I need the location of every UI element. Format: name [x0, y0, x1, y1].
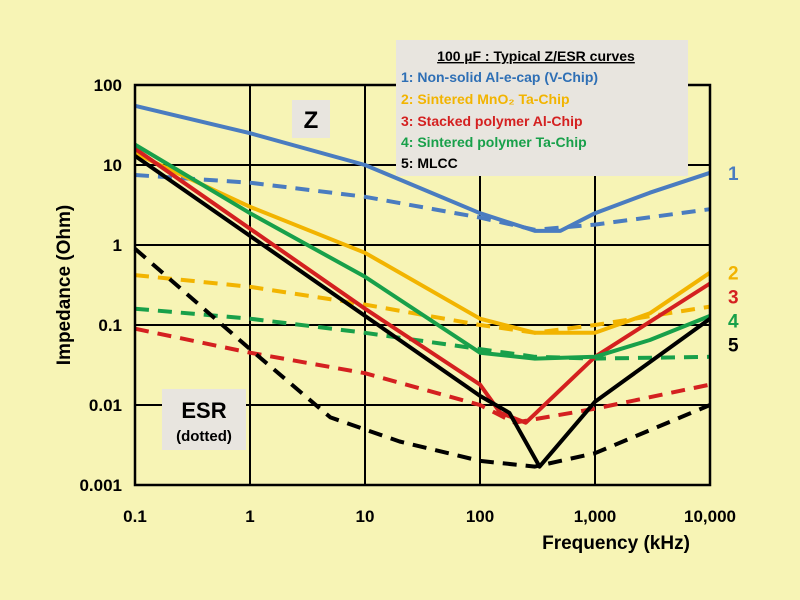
x-tick-label: 10,000	[684, 507, 736, 526]
y-axis-label: Impedance (Ohm)	[54, 205, 75, 365]
y-tick-label: 0.001	[79, 476, 122, 495]
legend: 100 µF : Typical Z/ESR curves 1: Non-sol…	[396, 40, 688, 176]
y-tick-label: 1	[113, 236, 122, 255]
x-tick-label: 10	[356, 507, 375, 526]
y-tick-label: 0.01	[89, 396, 122, 415]
esr-annotation-box	[162, 389, 246, 450]
esr-annotation-sub: (dotted)	[176, 428, 232, 445]
legend-box	[396, 40, 688, 176]
legend-entry-4: 4: Sintered polymer Ta-Chip	[401, 134, 587, 150]
series-layer	[133, 103, 712, 469]
series-end-labels: 1 2 3 4 5	[728, 164, 739, 357]
legend-title: 100 µF : Typical Z/ESR curves	[437, 48, 635, 64]
legend-entry-1: 1: Non-solid Al-e-cap (V-Chip)	[401, 69, 598, 85]
series-2-z-line	[134, 151, 712, 335]
x-axis-label: Frequency (kHz)	[542, 533, 690, 554]
x-tick-label: 0.1	[123, 507, 147, 526]
series-3-esr-line	[134, 326, 711, 425]
series-5-esr-line	[133, 247, 711, 469]
series-end-label-1: 1	[728, 164, 739, 185]
legend-entry-2: 2: Sintered MnO₂ Ta-Chip	[401, 91, 570, 107]
esr-annotation: ESR	[181, 398, 226, 423]
series-3-z-line	[133, 147, 712, 425]
legend-entry-3: 3: Stacked polymer Al-Chip	[401, 113, 583, 129]
x-tick-label: 100	[466, 507, 494, 526]
series-5-z-line	[133, 154, 712, 469]
series-4-z-line	[133, 142, 711, 361]
series-end-label-2: 2	[728, 264, 739, 285]
y-tick-label: 10	[103, 156, 122, 175]
series-end-label-5: 5	[728, 336, 739, 357]
y-tick-label: 100	[94, 76, 122, 95]
series-end-label-4: 4	[728, 312, 739, 333]
x-tick-label: 1	[245, 507, 254, 526]
series-end-label-3: 3	[728, 288, 739, 309]
series-1-esr-line	[134, 173, 711, 232]
tick-labels: 0.1 1 10 100 1,000 10,000 0.001 0.01 0.1 1 10 100	[79, 76, 736, 526]
series-1-z-line	[134, 103, 711, 233]
legend-entry-5: 5: MLCC	[401, 155, 458, 171]
z-annotation: Z	[304, 107, 319, 134]
x-tick-label: 1,000	[574, 507, 617, 526]
series-2-esr-line	[134, 273, 711, 335]
y-tick-label: 0.1	[98, 316, 122, 335]
z-annotation-box	[292, 100, 330, 138]
